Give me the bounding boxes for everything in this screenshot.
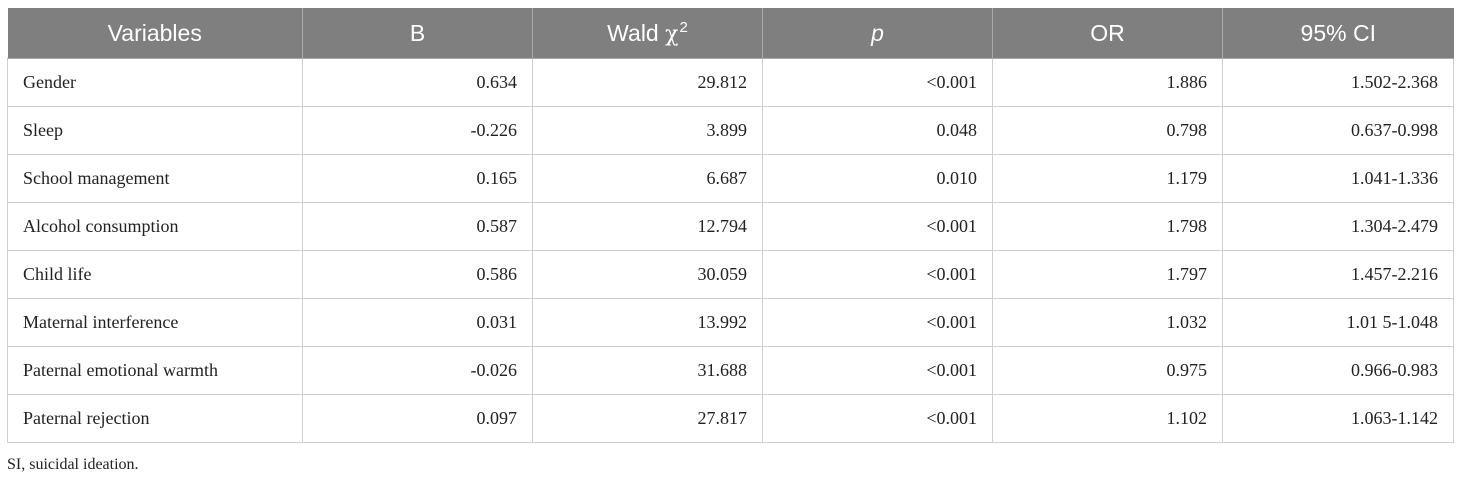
cell-p: <0.001 <box>762 58 993 107</box>
table-row: School management 0.165 6.687 0.010 1.17… <box>7 154 1454 203</box>
table-row: Sleep -0.226 3.899 0.048 0.798 0.637-0.9… <box>7 106 1454 155</box>
cell-p: 0.048 <box>762 106 993 155</box>
cell-b: 0.097 <box>302 394 533 443</box>
header-variables: Variables <box>7 8 303 59</box>
header-b: B <box>302 8 533 59</box>
cell-ci: 1.304-2.479 <box>1222 202 1454 251</box>
cell-b: -0.026 <box>302 346 533 395</box>
cell-or: 0.975 <box>992 346 1223 395</box>
cell-ci: 0.966-0.983 <box>1222 346 1454 395</box>
table-row: Gender 0.634 29.812 <0.001 1.886 1.502-2… <box>7 58 1454 107</box>
cell-variable: Gender <box>7 58 303 107</box>
table-row: Child life 0.586 30.059 <0.001 1.797 1.4… <box>7 250 1454 299</box>
cell-variable: Child life <box>7 250 303 299</box>
cell-p: <0.001 <box>762 298 993 347</box>
cell-variable: Paternal rejection <box>7 394 303 443</box>
cell-wald: 6.687 <box>532 154 763 203</box>
header-row: Variables B Wald χ2 p OR 95% CI <box>7 8 1454 59</box>
cell-wald: 30.059 <box>532 250 763 299</box>
cell-ci: 0.637-0.998 <box>1222 106 1454 155</box>
header-chi-superscript: 2 <box>679 18 688 36</box>
cell-b: 0.031 <box>302 298 533 347</box>
table-row: Alcohol consumption 0.587 12.794 <0.001 … <box>7 202 1454 251</box>
cell-or: 1.886 <box>992 58 1223 107</box>
cell-b: 0.634 <box>302 58 533 107</box>
regression-table-container: Variables B Wald χ2 p OR 95% CI Gender 0… <box>7 8 1454 443</box>
cell-p: <0.001 <box>762 250 993 299</box>
header-p: p <box>762 8 993 59</box>
cell-wald: 3.899 <box>532 106 763 155</box>
table-header: Variables B Wald χ2 p OR 95% CI <box>7 8 1454 59</box>
cell-wald: 13.992 <box>532 298 763 347</box>
table-row: Paternal rejection 0.097 27.817 <0.001 1… <box>7 394 1454 443</box>
cell-wald: 29.812 <box>532 58 763 107</box>
cell-ci: 1.01 5-1.048 <box>1222 298 1454 347</box>
table-row: Maternal interference 0.031 13.992 <0.00… <box>7 298 1454 347</box>
cell-variable: Sleep <box>7 106 303 155</box>
cell-b: -0.226 <box>302 106 533 155</box>
header-chi-symbol: χ <box>665 21 679 47</box>
header-wald-chi-square: Wald χ2 <box>532 8 763 59</box>
cell-wald: 27.817 <box>532 394 763 443</box>
cell-p: 0.010 <box>762 154 993 203</box>
cell-variable: Paternal emotional warmth <box>7 346 303 395</box>
cell-or: 1.102 <box>992 394 1223 443</box>
cell-wald: 31.688 <box>532 346 763 395</box>
cell-or: 1.032 <box>992 298 1223 347</box>
cell-wald: 12.794 <box>532 202 763 251</box>
header-wald-label: Wald <box>607 19 659 46</box>
cell-b: 0.586 <box>302 250 533 299</box>
cell-or: 1.797 <box>992 250 1223 299</box>
cell-b: 0.587 <box>302 202 533 251</box>
cell-variable: Alcohol consumption <box>7 202 303 251</box>
header-or: OR <box>992 8 1223 59</box>
cell-or: 0.798 <box>992 106 1223 155</box>
table-body: Gender 0.634 29.812 <0.001 1.886 1.502-2… <box>7 58 1454 443</box>
cell-or: 1.798 <box>992 202 1223 251</box>
table-footnote: SI, suicidal ideation. <box>7 456 139 473</box>
cell-b: 0.165 <box>302 154 533 203</box>
cell-p: <0.001 <box>762 346 993 395</box>
cell-ci: 1.041-1.336 <box>1222 154 1454 203</box>
cell-ci: 1.457-2.216 <box>1222 250 1454 299</box>
header-ci: 95% CI <box>1222 8 1454 59</box>
cell-p: <0.001 <box>762 202 993 251</box>
cell-variable: Maternal interference <box>7 298 303 347</box>
cell-p: <0.001 <box>762 394 993 443</box>
table-row: Paternal emotional warmth -0.026 31.688 … <box>7 346 1454 395</box>
regression-table: Variables B Wald χ2 p OR 95% CI Gender 0… <box>7 8 1454 443</box>
cell-variable: School management <box>7 154 303 203</box>
cell-ci: 1.502-2.368 <box>1222 58 1454 107</box>
cell-or: 1.179 <box>992 154 1223 203</box>
cell-ci: 1.063-1.142 <box>1222 394 1454 443</box>
